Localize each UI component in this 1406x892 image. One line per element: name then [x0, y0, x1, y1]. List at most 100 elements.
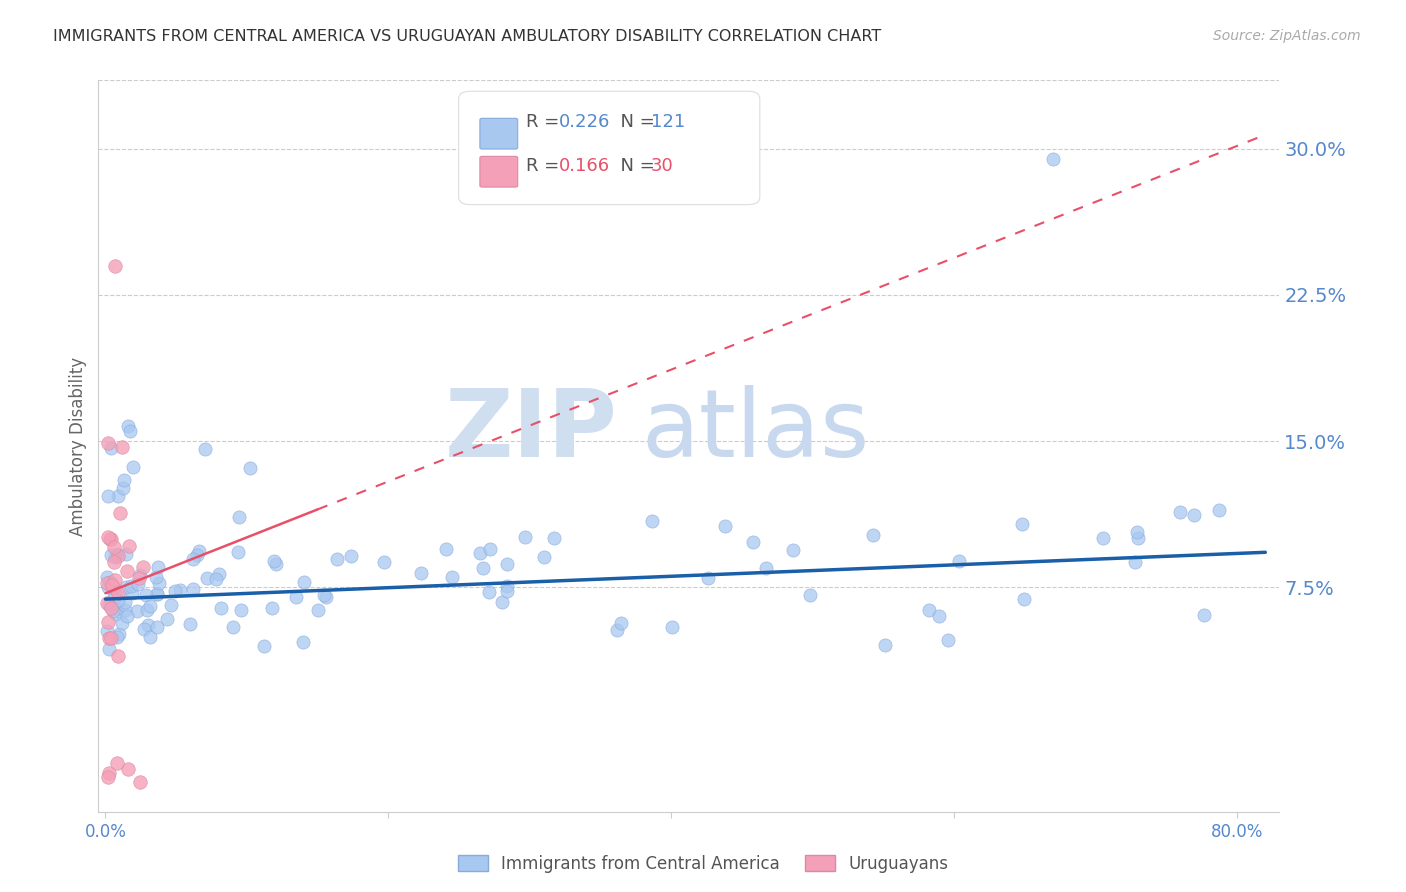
Point	[610, 616, 633, 631]
Point	[101, 578, 124, 592]
Point	[1192, 607, 1215, 622]
Point	[97, 489, 120, 503]
Point	[111, 616, 134, 631]
Point	[231, 603, 253, 617]
Point	[107, 586, 129, 600]
Point	[96, 530, 118, 544]
Point	[1012, 592, 1035, 607]
Point	[181, 551, 204, 566]
Text: 0.166: 0.166	[560, 157, 610, 175]
Point	[134, 622, 156, 636]
Point	[918, 603, 941, 617]
Point	[97, 581, 120, 595]
Point	[222, 620, 245, 634]
Point	[1182, 508, 1205, 523]
Point	[208, 566, 231, 581]
Point	[260, 601, 283, 615]
Point	[104, 259, 127, 273]
Point	[108, 627, 131, 641]
Point	[307, 602, 329, 616]
Point	[641, 514, 664, 528]
Point	[104, 587, 127, 601]
Point	[117, 564, 139, 578]
Point	[1208, 503, 1230, 517]
Point	[513, 530, 536, 544]
Point	[100, 548, 122, 562]
Point	[110, 506, 132, 520]
Point	[146, 587, 169, 601]
Point	[100, 631, 122, 645]
Point	[495, 579, 517, 593]
Legend: Immigrants from Central America, Uruguayans: Immigrants from Central America, Uruguay…	[451, 848, 955, 880]
Point	[115, 608, 138, 623]
Point	[103, 540, 125, 554]
Point	[104, 550, 127, 565]
Point	[97, 642, 120, 657]
Text: 0.226: 0.226	[560, 113, 610, 131]
Point	[782, 542, 804, 557]
Point	[1126, 524, 1149, 539]
Point	[1042, 152, 1064, 166]
Point	[146, 586, 169, 600]
Point	[264, 557, 287, 571]
Point	[495, 584, 517, 599]
Text: R =: R =	[526, 113, 565, 131]
Point	[100, 601, 122, 615]
Text: R =: R =	[526, 157, 565, 175]
Point	[98, 631, 121, 645]
Point	[128, 570, 150, 584]
Point	[434, 542, 457, 557]
Text: ZIP: ZIP	[446, 385, 619, 477]
Point	[1126, 531, 1149, 545]
Point	[98, 765, 121, 780]
Point	[948, 554, 970, 568]
Point	[127, 604, 149, 618]
Point	[132, 559, 155, 574]
Point	[111, 440, 134, 454]
Point	[97, 615, 120, 629]
Point	[96, 770, 118, 784]
Point	[478, 541, 501, 556]
Point	[470, 546, 492, 560]
Point	[491, 595, 513, 609]
Point	[315, 591, 337, 605]
Point	[107, 549, 129, 564]
Point	[115, 580, 138, 594]
Text: 0.0%: 0.0%	[84, 823, 127, 841]
Point	[120, 424, 142, 438]
Point	[159, 598, 181, 612]
Point	[145, 570, 167, 584]
Point	[107, 648, 129, 663]
Point	[146, 620, 169, 634]
Point	[713, 519, 735, 533]
Point	[1011, 516, 1033, 531]
Point	[117, 762, 139, 776]
Text: IMMIGRANTS FROM CENTRAL AMERICA VS URUGUAYAN AMBULATORY DISABILITY CORRELATION C: IMMIGRANTS FROM CENTRAL AMERICA VS URUGU…	[53, 29, 882, 44]
Point	[118, 540, 141, 554]
Point	[928, 608, 950, 623]
Point	[114, 595, 136, 609]
Point	[112, 473, 135, 487]
Point	[98, 532, 121, 546]
Point	[105, 547, 128, 561]
Point	[101, 580, 124, 594]
Point	[104, 574, 127, 588]
Point	[373, 555, 395, 569]
Point	[755, 561, 778, 575]
Point	[129, 567, 152, 582]
Point	[156, 611, 179, 625]
Point	[1091, 532, 1114, 546]
Text: 121: 121	[651, 113, 685, 131]
Point	[136, 603, 159, 617]
Point	[179, 616, 201, 631]
Point	[105, 602, 128, 616]
Point	[100, 532, 122, 546]
Point	[239, 460, 262, 475]
Point	[292, 574, 315, 589]
Point	[226, 544, 249, 558]
Text: N =: N =	[609, 113, 661, 131]
Point	[103, 555, 125, 569]
Point	[112, 481, 135, 495]
Point	[606, 623, 628, 637]
Point	[209, 601, 232, 615]
